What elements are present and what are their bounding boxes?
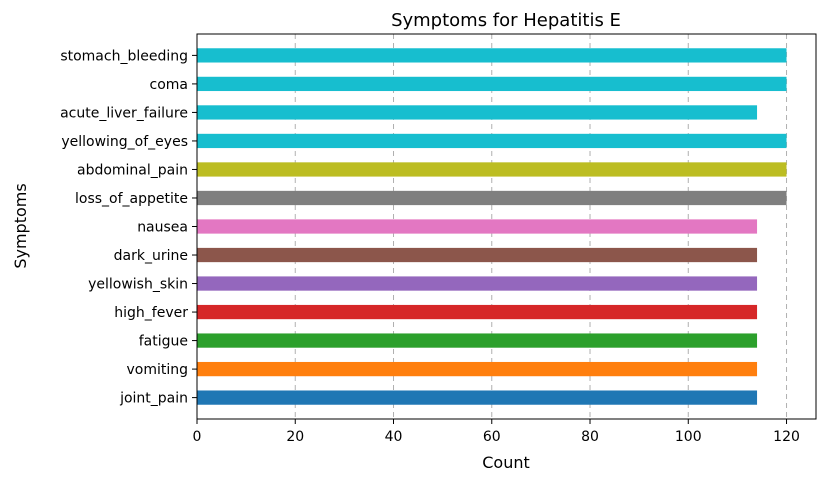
bar-nausea bbox=[197, 219, 758, 234]
bar-vomiting bbox=[197, 361, 758, 377]
x-tick-label: 20 bbox=[286, 429, 304, 445]
y-tick-label: acute_liver_failure bbox=[60, 105, 188, 121]
y-tick-label: loss_of_appetite bbox=[75, 191, 188, 207]
bar-dark-urine bbox=[197, 247, 758, 263]
y-tick-label: joint_pain bbox=[119, 391, 188, 407]
bar-loss-of-appetite bbox=[197, 190, 787, 206]
x-axis-ticks: 0 20 40 60 80 100 120 bbox=[193, 419, 800, 445]
bar-stomach-bleeding bbox=[197, 48, 787, 63]
y-tick-label: yellowing_of_eyes bbox=[61, 134, 188, 150]
y-tick-label: high_fever bbox=[114, 305, 188, 321]
x-tick-label: 40 bbox=[385, 429, 403, 445]
x-tick-label: 80 bbox=[581, 429, 599, 445]
x-tick-label: 120 bbox=[773, 429, 800, 445]
bar-acute-liver-failure bbox=[197, 105, 758, 120]
y-axis-ticks: joint_pain vomiting fatigue high_fever yello… bbox=[60, 48, 197, 407]
bars bbox=[197, 48, 787, 405]
x-axis-label: Count bbox=[482, 453, 530, 472]
bar-fatigue bbox=[197, 333, 758, 348]
x-tick-label: 0 bbox=[193, 429, 202, 445]
y-tick-label: vomiting bbox=[126, 362, 188, 378]
bar-abdominal-pain bbox=[197, 162, 787, 177]
bar-coma bbox=[197, 76, 787, 92]
y-tick-label: stomach_bleeding bbox=[60, 48, 188, 64]
bar-yellowing-of-eyes bbox=[197, 133, 787, 149]
bar-yellowish-skin bbox=[197, 276, 758, 291]
y-tick-label: yellowish_skin bbox=[88, 277, 188, 293]
y-tick-label: abdominal_pain bbox=[77, 162, 188, 178]
bar-joint-pain bbox=[197, 390, 758, 405]
y-tick-label: fatigue bbox=[139, 334, 188, 350]
y-tick-label: coma bbox=[150, 77, 188, 93]
x-tick-label: 100 bbox=[675, 429, 702, 445]
chart-title: Symptoms for Hepatitis E bbox=[391, 10, 621, 31]
bar-high-fever bbox=[197, 304, 758, 320]
y-tick-label: dark_urine bbox=[114, 248, 188, 264]
x-tick-label: 60 bbox=[483, 429, 501, 445]
y-tick-label: nausea bbox=[137, 220, 188, 236]
y-axis-label: Symptoms bbox=[11, 183, 30, 268]
